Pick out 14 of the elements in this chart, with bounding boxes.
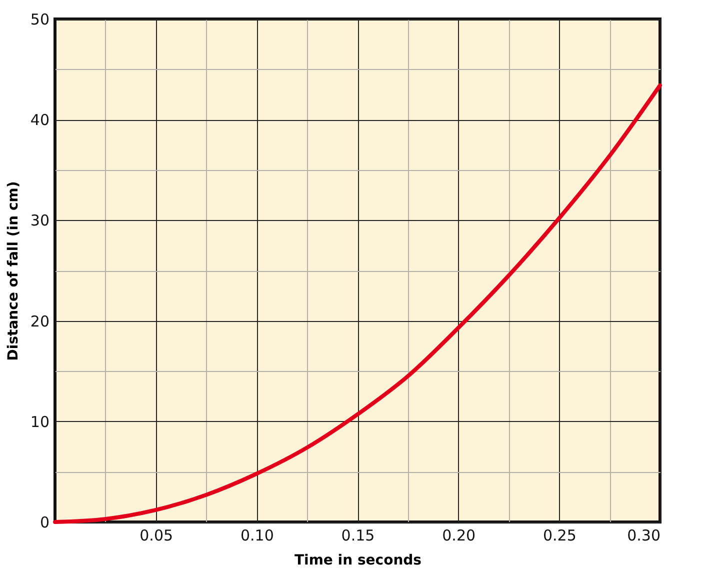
x-tick-label: 0.20 — [442, 526, 476, 544]
x-tick-label: 0.30 — [627, 526, 660, 544]
x-tick-label: 0.10 — [240, 526, 274, 544]
x-tick-label: 0.25 — [542, 526, 576, 544]
x-tick-label: 0.15 — [341, 526, 375, 544]
y-tick-label: 10 — [30, 412, 50, 431]
y-tick-label: 50 — [30, 10, 50, 28]
x-tick-label: 0.05 — [140, 526, 174, 544]
y-tick-label: 40 — [30, 111, 50, 130]
y-tick-label: 30 — [30, 212, 50, 230]
x-axis-title: Time in seconds — [294, 552, 422, 568]
y-axis-title: Distance of fall (in cm) — [5, 181, 22, 361]
y-tick-label: 20 — [30, 312, 50, 330]
y-tick-label: 0 — [40, 514, 50, 532]
